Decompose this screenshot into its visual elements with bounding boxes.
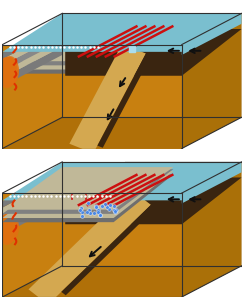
Polygon shape [2,40,62,78]
Polygon shape [2,26,143,74]
Polygon shape [2,14,242,52]
Polygon shape [182,162,242,297]
Point [94,205,98,209]
Point [80,209,84,214]
Point [78,208,82,213]
Point [96,209,100,214]
Polygon shape [61,205,155,295]
Polygon shape [2,34,62,72]
Polygon shape [29,190,151,300]
Polygon shape [65,14,242,76]
Polygon shape [2,167,143,210]
Polygon shape [69,44,146,153]
Polygon shape [97,53,151,148]
Point [88,211,92,216]
Point [80,206,83,211]
Point [86,200,90,205]
Point [80,213,84,218]
Polygon shape [2,162,242,200]
Point [107,207,111,212]
Ellipse shape [2,213,19,242]
Point [85,210,89,214]
Point [96,208,100,212]
Polygon shape [2,174,173,222]
Ellipse shape [0,57,16,88]
Polygon shape [2,46,62,86]
Polygon shape [182,14,242,55]
Point [108,203,112,208]
Polygon shape [2,266,242,297]
Polygon shape [2,169,143,214]
Polygon shape [2,174,143,222]
Polygon shape [65,162,242,224]
Point [98,213,102,218]
Polygon shape [182,162,242,203]
Ellipse shape [0,213,18,244]
Polygon shape [2,195,62,235]
Polygon shape [2,19,143,61]
Polygon shape [2,170,62,208]
Polygon shape [2,176,62,214]
Point [113,209,117,214]
Polygon shape [2,169,173,214]
Polygon shape [2,22,62,59]
Point [105,205,109,209]
Polygon shape [2,117,242,148]
Point [114,208,118,213]
Polygon shape [2,193,182,297]
Polygon shape [2,189,62,226]
Ellipse shape [0,214,16,245]
Point [94,203,98,208]
Point [112,208,116,213]
Point [100,204,104,208]
Point [112,203,116,208]
Ellipse shape [0,57,18,87]
Polygon shape [2,45,182,148]
Polygon shape [2,167,173,210]
Polygon shape [2,21,143,65]
Polygon shape [2,171,173,218]
Polygon shape [2,183,62,220]
Ellipse shape [2,56,19,86]
Polygon shape [2,171,143,218]
Polygon shape [2,23,143,70]
Polygon shape [182,14,242,148]
Point [92,210,95,215]
Polygon shape [2,28,62,65]
Point [113,209,117,214]
Point [87,208,91,212]
Point [98,212,102,217]
Point [103,202,107,206]
